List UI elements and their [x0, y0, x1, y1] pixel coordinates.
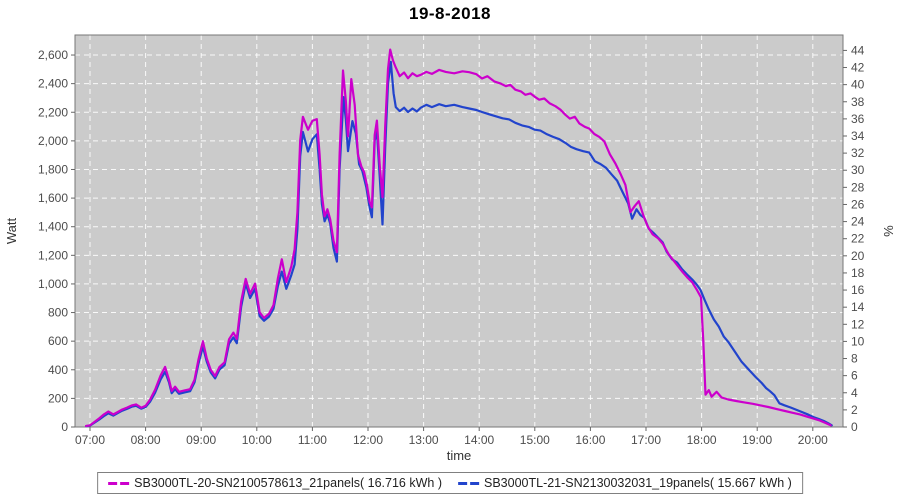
y2-axis-tick-label: 28 — [851, 180, 865, 194]
y2-axis-tick-label: 12 — [851, 317, 865, 331]
y2-axis-tick-label: 24 — [851, 215, 865, 229]
y2-axis-tick-label: 38 — [851, 95, 865, 109]
y2-axis-tick-label: 42 — [851, 61, 865, 75]
y-axis-tick-label: 1,000 — [38, 277, 68, 291]
y2-axis-tick-label: 16 — [851, 283, 865, 297]
legend-line-swatch-magenta — [108, 481, 130, 485]
x-axis-tick-label: 11:00 — [298, 433, 327, 447]
x-axis-tick-label: 12:00 — [353, 433, 383, 447]
plot-border — [74, 34, 844, 428]
x-axis-tick-label: 09:00 — [186, 433, 216, 447]
y-axis-tick-label: 2,600 — [38, 48, 68, 62]
y-axis-tick-label: 2,400 — [38, 77, 68, 91]
y-axis-tick-label: 400 — [48, 363, 68, 377]
y2-axis-tick-label: 10 — [851, 334, 865, 348]
x-axis-tick-label: 17:00 — [631, 433, 661, 447]
legend-item-inverter-20: SB3000TL-20-SN2100578613_21panels( 16.71… — [108, 476, 442, 490]
y-axis-tick-label: 2,000 — [38, 134, 68, 148]
y2-axis-tick-label: 44 — [851, 43, 865, 57]
y2-axis-tick-label: 22 — [851, 232, 865, 246]
x-axis-tick-label: 10:00 — [242, 433, 272, 447]
plot-area — [75, 35, 843, 427]
legend-label: SB3000TL-21-SN2130032031_19panels( 15.66… — [484, 476, 792, 490]
y2-axis-tick-label: 32 — [851, 146, 865, 160]
x-axis-tick-label: 19:00 — [742, 433, 772, 447]
y2-axis-title: % — [881, 225, 896, 237]
legend-item-inverter-21: SB3000TL-21-SN2130032031_19panels( 15.66… — [458, 476, 792, 490]
y2-axis-tick-label: 30 — [851, 163, 865, 177]
y-axis-tick-label: 1,400 — [38, 220, 68, 234]
y-axis-tick-label: 800 — [48, 306, 68, 320]
legend-label: SB3000TL-20-SN2100578613_21panels( 16.71… — [134, 476, 442, 490]
plot-canvas: 02004006008001,0001,2001,4001,6001,8002,… — [4, 34, 896, 463]
series-line-SB3000TL-20-SN2100578613_21panels — [84, 48, 832, 427]
legend-line-swatch-blue — [458, 481, 479, 485]
chart-title: 19-8-2018 — [408, 4, 491, 23]
x-axis-title: time — [447, 448, 472, 463]
y2-axis-tick-label: 36 — [851, 112, 865, 126]
y-axis-tick-label: 1,600 — [38, 191, 68, 205]
y-axis-tick-label: 2,200 — [38, 105, 68, 119]
y2-axis-tick-label: 26 — [851, 197, 865, 211]
y2-axis-tick-label: 2 — [851, 403, 858, 417]
y2-axis-tick-label: 34 — [851, 129, 865, 143]
y-axis-tick-label: 1,200 — [38, 248, 68, 262]
y-axis-tick-label: 600 — [48, 334, 68, 348]
y2-axis-tick-label: 4 — [851, 386, 858, 400]
y2-axis-tick-label: 18 — [851, 266, 865, 280]
chart-legend: SB3000TL-20-SN2100578613_21panels( 16.71… — [97, 472, 803, 494]
x-axis-tick-label: 16:00 — [575, 433, 605, 447]
x-axis-tick-label: 14:00 — [464, 433, 494, 447]
y2-axis-tick-label: 0 — [851, 420, 858, 434]
y2-axis-tick-label: 40 — [851, 78, 865, 92]
y2-axis-tick-label: 8 — [851, 352, 858, 366]
x-axis-tick-label: 07:00 — [75, 433, 105, 447]
y-axis-tick-label: 200 — [48, 391, 68, 405]
y2-axis-tick-label: 6 — [851, 369, 858, 383]
y-axis-title: Watt — [4, 217, 19, 244]
x-axis-tick-label: 20:00 — [798, 433, 828, 447]
x-axis-tick-label: 08:00 — [131, 433, 161, 447]
y-axis-tick-label: 1,800 — [38, 162, 68, 176]
x-axis-tick-label: 18:00 — [687, 433, 717, 447]
y-axis-tick-label: 0 — [61, 420, 68, 434]
x-axis-tick-label: 13:00 — [409, 433, 439, 447]
y2-axis-tick-label: 14 — [851, 300, 865, 314]
x-axis-tick-label: 15:00 — [520, 433, 550, 447]
y2-axis-tick-label: 20 — [851, 249, 865, 263]
